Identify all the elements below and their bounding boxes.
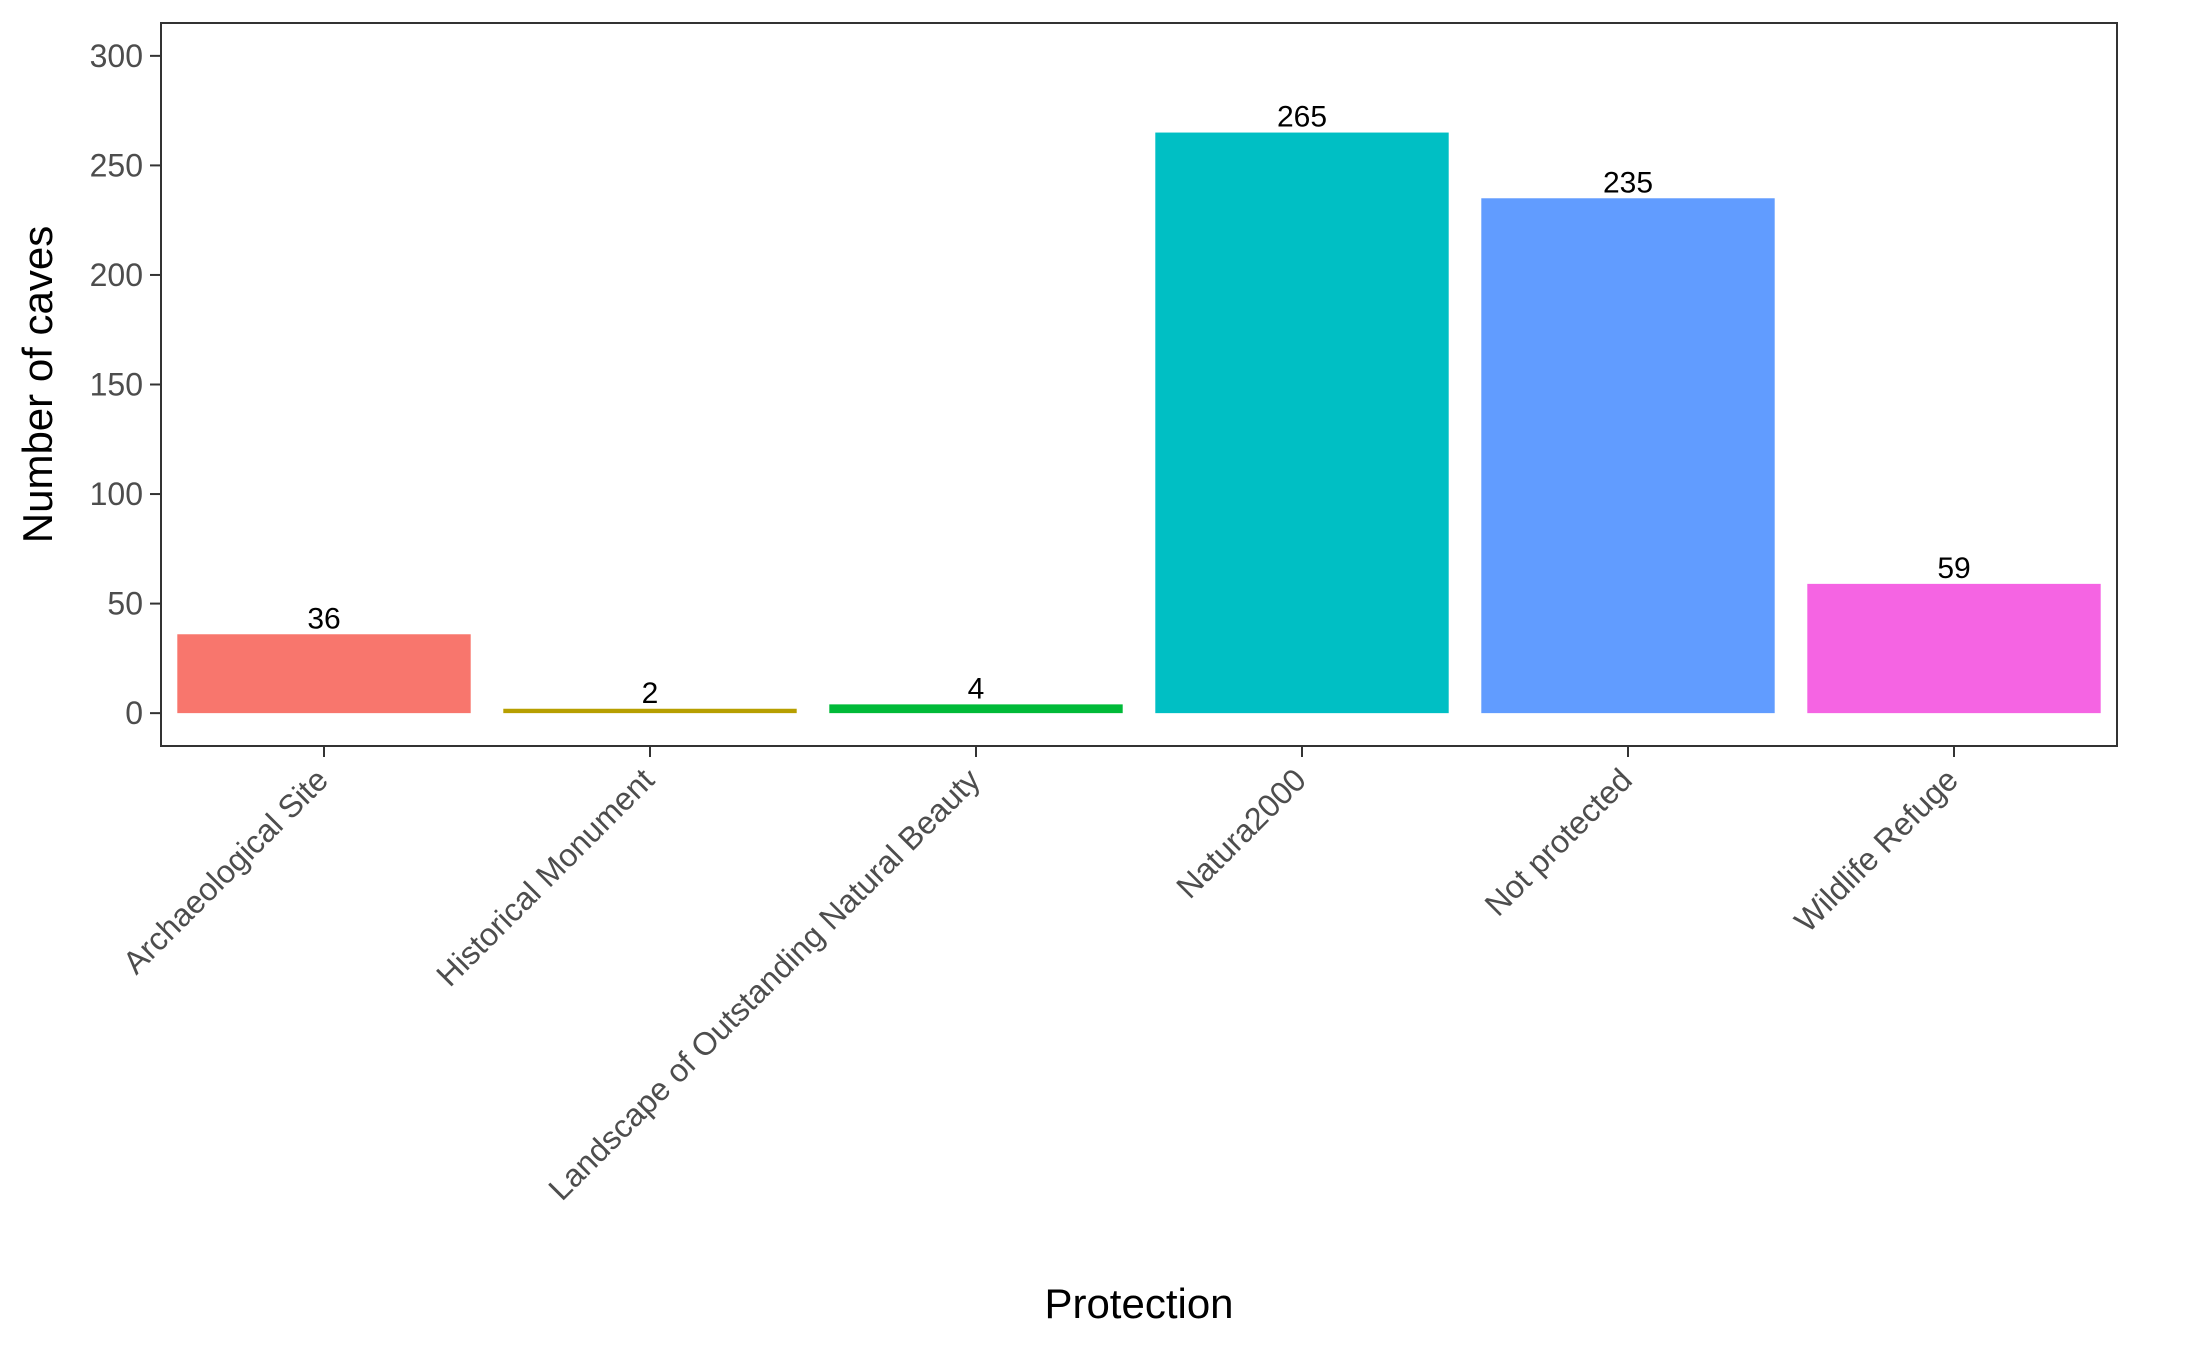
bar-5: [1807, 583, 2101, 714]
y-axis: 0 50 100 150 200 250 300: [90, 38, 161, 731]
y-axis-title: Number of caves: [14, 226, 61, 543]
data-labels-layer: 36 2 4 265 235 59: [307, 101, 1970, 710]
bar-2: [829, 704, 1123, 714]
bar-0: [177, 634, 471, 714]
data-label-1: 2: [642, 677, 659, 710]
panel-border: [160, 22, 2118, 747]
data-label-2: 4: [968, 672, 985, 705]
bars-layer: [177, 132, 2101, 714]
data-label-0: 36: [307, 602, 340, 635]
y-tick-label-6: 300: [90, 38, 143, 74]
x-axis-title: Protection: [1044, 1280, 1233, 1327]
bar-1: [503, 708, 797, 714]
bar-4: [1481, 198, 1775, 714]
data-label-5: 59: [1937, 552, 1970, 585]
y-tick-label-2: 100: [90, 476, 143, 512]
y-tick-label-0: 0: [125, 695, 143, 731]
y-tick-label-4: 200: [90, 257, 143, 293]
data-label-4: 235: [1603, 166, 1653, 199]
data-label-3: 265: [1277, 101, 1327, 134]
bar-3: [1155, 132, 1449, 714]
y-tick-label-5: 250: [90, 147, 143, 183]
y-tick-label-1: 50: [107, 586, 143, 622]
y-tick-label-3: 150: [90, 367, 143, 403]
